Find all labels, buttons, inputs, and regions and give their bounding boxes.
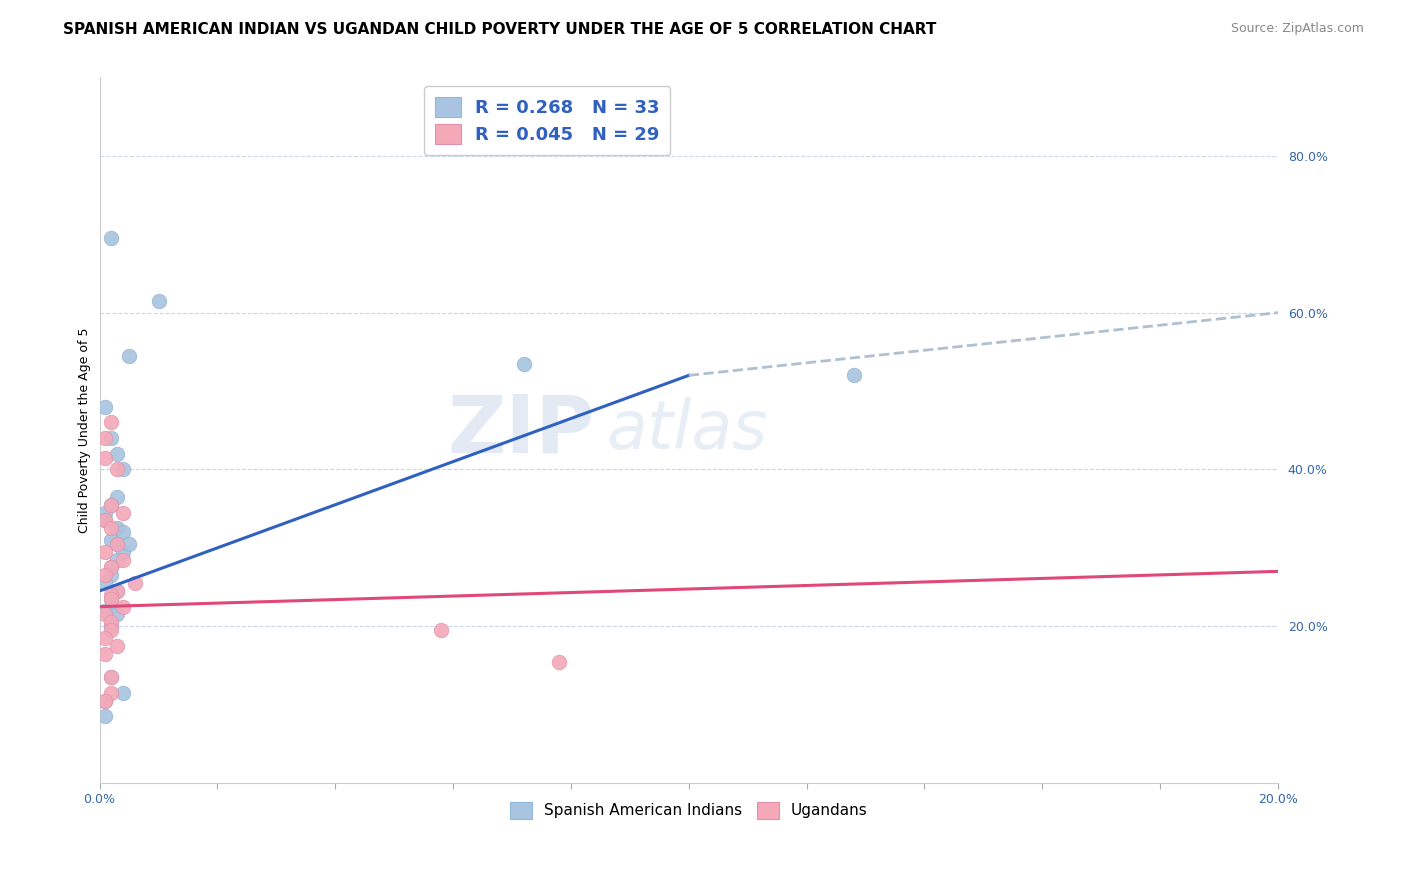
Point: [105, 584, 128, 599]
Point: [105, 552, 128, 566]
Point: [100, 416, 122, 430]
Point: [112, 552, 135, 566]
Point: [100, 686, 122, 700]
Point: [100, 670, 122, 684]
Point: [94, 431, 117, 445]
Point: [94, 647, 117, 661]
Point: [94, 450, 117, 465]
Legend: Spanish American Indians, Ugandans: Spanish American Indians, Ugandans: [503, 796, 873, 825]
Point: [105, 584, 128, 599]
Point: [100, 588, 122, 602]
Point: [100, 670, 122, 684]
Point: [105, 537, 128, 551]
Point: [112, 599, 135, 614]
Text: Source: ZipAtlas.com: Source: ZipAtlas.com: [1230, 22, 1364, 36]
Point: [105, 462, 128, 476]
Point: [100, 498, 122, 512]
Point: [513, 357, 536, 371]
Point: [94, 603, 117, 617]
Point: [118, 349, 141, 363]
Point: [94, 694, 117, 708]
Point: [94, 513, 117, 527]
Point: [94, 694, 117, 708]
Point: [100, 591, 122, 606]
Point: [124, 576, 146, 591]
Point: [105, 521, 128, 535]
Point: [112, 462, 135, 476]
Point: [94, 631, 117, 645]
Point: [100, 599, 122, 614]
Point: [118, 537, 141, 551]
Point: [100, 623, 122, 637]
Point: [100, 231, 122, 245]
Y-axis label: Child Poverty Under the Age of 5: Child Poverty Under the Age of 5: [79, 327, 91, 533]
Point: [112, 525, 135, 540]
Point: [105, 447, 128, 461]
Point: [105, 639, 128, 653]
Point: [94, 400, 117, 414]
Point: [842, 368, 865, 383]
Point: [112, 545, 135, 559]
Point: [94, 568, 117, 582]
Point: [94, 576, 117, 591]
Text: ZIP: ZIP: [447, 392, 595, 469]
Point: [100, 431, 122, 445]
Point: [548, 655, 571, 669]
Point: [100, 560, 122, 574]
Point: [94, 607, 117, 622]
Point: [100, 521, 122, 535]
Point: [100, 568, 122, 582]
Point: [100, 619, 122, 633]
Point: [100, 533, 122, 547]
Point: [105, 537, 128, 551]
Point: [94, 545, 117, 559]
Point: [112, 686, 135, 700]
Point: [105, 490, 128, 504]
Point: [112, 506, 135, 520]
Point: [100, 615, 122, 630]
Point: [105, 607, 128, 622]
Text: SPANISH AMERICAN INDIAN VS UGANDAN CHILD POVERTY UNDER THE AGE OF 5 CORRELATION : SPANISH AMERICAN INDIAN VS UGANDAN CHILD…: [63, 22, 936, 37]
Point: [100, 498, 122, 512]
Point: [430, 623, 453, 637]
Point: [94, 709, 117, 723]
Text: atlas: atlas: [606, 397, 768, 463]
Point: [148, 293, 170, 308]
Point: [100, 560, 122, 574]
Point: [94, 506, 117, 520]
Point: [100, 591, 122, 606]
Point: [94, 513, 117, 527]
